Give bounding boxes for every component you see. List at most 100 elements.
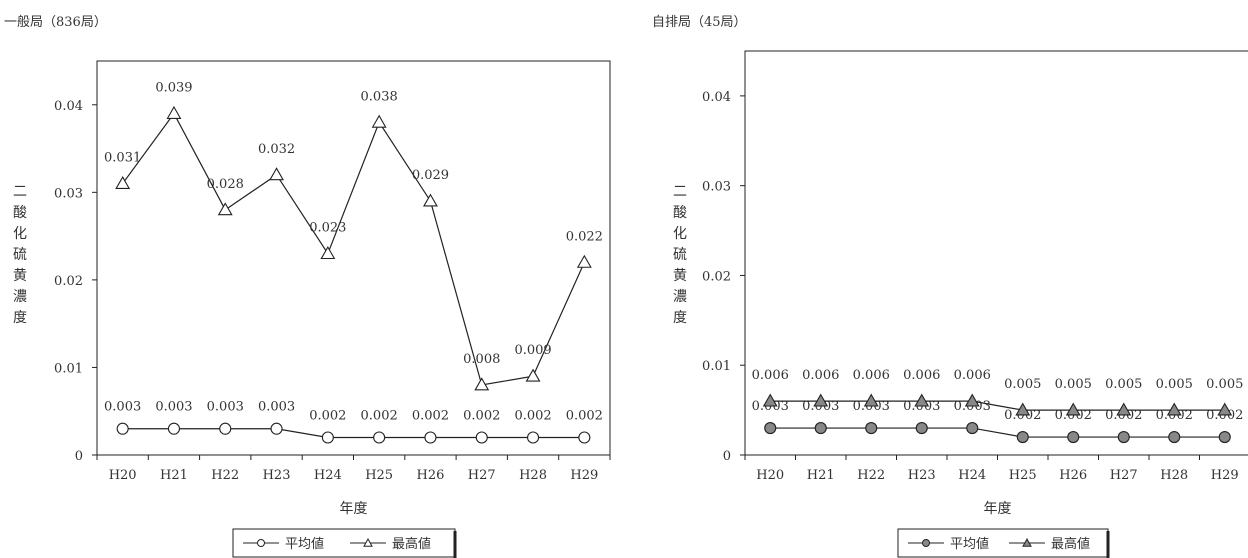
data-point-circle — [116, 422, 129, 435]
x-tick-label: H29 — [570, 468, 598, 483]
data-label: 0.038 — [361, 89, 398, 104]
x-tick-label: H26 — [1059, 468, 1087, 483]
data-label: 0.008 — [463, 352, 500, 367]
data-point-circle — [526, 431, 540, 444]
legend-label-2: 最高値 — [1051, 536, 1090, 552]
x-tick-label: H29 — [1211, 468, 1239, 483]
x-tick-label: H21 — [807, 468, 835, 483]
data-label: 0.005 — [1004, 377, 1041, 392]
y-tick-label: 0.02 — [54, 274, 83, 289]
y-axis-label-char: 二 — [13, 184, 27, 200]
legend-label-2: 最高値 — [392, 536, 431, 552]
data-point-triangle — [115, 175, 131, 190]
data-point-circle — [915, 422, 928, 435]
data-label: 0.031 — [104, 151, 141, 166]
x-tick-label: H27 — [1110, 468, 1138, 483]
data-point-triangle — [1015, 402, 1031, 416]
y-axis-label-char: 硫 — [13, 247, 27, 263]
x-tick-label: H23 — [263, 468, 291, 483]
legend-marker-circle — [257, 539, 265, 547]
data-point-triangle — [762, 393, 778, 407]
x-tick-label: H26 — [417, 468, 445, 483]
data-label: 0.005 — [1105, 377, 1142, 392]
data-label: 0.039 — [155, 81, 192, 96]
data-point-triangle — [1065, 402, 1081, 416]
data-label: 0.003 — [853, 399, 890, 414]
data-point-triangle — [166, 105, 182, 119]
y-tick-label: 0.01 — [54, 361, 83, 376]
y-axis-label-char: 酸 — [673, 205, 687, 221]
y-axis-label-char: 硫 — [673, 247, 687, 263]
data-point-circle — [1016, 430, 1029, 444]
y-axis-label: 二酸化硫黄濃度 — [673, 184, 687, 326]
data-label: 0.002 — [361, 408, 398, 423]
data-point-circle — [814, 422, 827, 435]
data-label: 0.002 — [1156, 408, 1193, 423]
data-label: 0.005 — [1055, 377, 1092, 392]
chart-panel-2: 自排局（45局） 0 0.01 0.02 0.03 0.04 H20 H21 H22 H23 H24… — [652, 15, 1248, 558]
data-point-circle — [1117, 430, 1130, 444]
data-point-triangle — [1217, 402, 1233, 416]
chart-title: 自排局（45局） — [652, 15, 747, 30]
data-label: 0.003 — [104, 400, 141, 415]
x-tick-label: H21 — [160, 468, 188, 483]
data-label: 0.023 — [309, 221, 346, 236]
series-line-2 — [122, 112, 585, 386]
data-label: 0.002 — [1206, 408, 1243, 423]
y-tick-label: 0 — [75, 449, 83, 464]
data-point-circle — [764, 422, 777, 435]
y-axis-label-char: 化 — [13, 226, 27, 242]
y-axis-label-char: 酸 — [13, 205, 27, 221]
data-label: 0.022 — [566, 229, 603, 244]
data-point-triangle — [1166, 402, 1182, 416]
y-axis-label-char: 二 — [673, 184, 687, 200]
data-label: 0.002 — [514, 408, 551, 423]
y-axis-label-char: 濃 — [13, 289, 27, 305]
data-point-circle — [1067, 430, 1080, 444]
chart-title: 一般局（836局） — [4, 14, 107, 30]
data-label: 0.002 — [566, 408, 603, 423]
y-tick-label: 0.04 — [54, 99, 83, 114]
data-label: 0.009 — [514, 343, 551, 358]
data-point-circle — [219, 422, 232, 435]
data-point-circle — [966, 422, 979, 435]
data-point-triangle — [525, 368, 541, 382]
x-tick-label: H25 — [365, 468, 393, 483]
y-tick-label: 0.03 — [54, 186, 83, 201]
y-tick-label: 0.01 — [702, 359, 731, 374]
data-label: 0.006 — [802, 368, 839, 383]
data-point-circle — [865, 422, 878, 435]
data-label: 0.006 — [752, 368, 789, 383]
data-point-triangle — [217, 202, 233, 216]
x-tick-label: H27 — [468, 468, 496, 483]
legend-marker-triangle — [1022, 537, 1032, 547]
x-tick-label: H20 — [756, 468, 784, 483]
data-label: 0.003 — [258, 400, 295, 415]
data-point-triangle — [576, 254, 592, 268]
data-label: 0.006 — [954, 368, 991, 383]
y-tick-label: 0.02 — [702, 269, 731, 284]
legend-label-1: 平均値 — [285, 536, 324, 552]
data-point-triangle — [269, 167, 284, 181]
data-label: 0.003 — [207, 400, 244, 415]
y-axis-label-char: 化 — [673, 226, 687, 242]
data-label: 0.005 — [1156, 377, 1193, 392]
x-tick-label: H28 — [1160, 468, 1188, 483]
series-line-2 — [770, 400, 1225, 411]
data-point-circle — [1218, 430, 1231, 444]
data-label: 0.003 — [903, 399, 940, 414]
plot-area — [96, 60, 611, 456]
data-point-triangle — [914, 393, 930, 407]
data-label: 0.002 — [1105, 408, 1142, 423]
data-label: 0.006 — [903, 368, 940, 383]
legend-marker-circle — [922, 539, 930, 547]
series-line-1 — [122, 428, 585, 439]
x-tick-label: H23 — [908, 468, 936, 483]
data-point-triangle — [813, 393, 829, 407]
legend-marker-triangle — [363, 537, 373, 547]
y-axis-label-char: 黄 — [13, 267, 27, 284]
data-point-triangle — [964, 393, 980, 407]
data-point-triangle — [1116, 402, 1132, 416]
y-axis-label-char: 黄 — [673, 267, 687, 284]
